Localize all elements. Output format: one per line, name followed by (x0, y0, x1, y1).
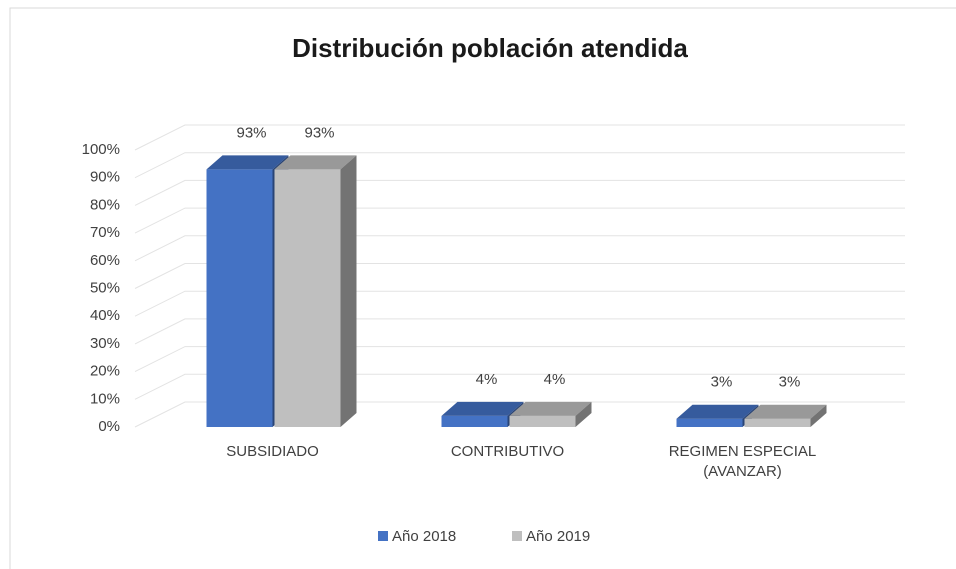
grid-line (134, 152, 905, 179)
bar-top (676, 404, 759, 419)
y-tick-label: 80% (90, 196, 120, 213)
legend-label: Año 2019 (526, 528, 590, 545)
data-label: 4% (476, 371, 498, 388)
grid-line (134, 373, 905, 400)
bar-top (206, 155, 289, 170)
data-label: 93% (304, 124, 334, 141)
data-label: 93% (236, 124, 266, 141)
grid-line (134, 290, 905, 317)
y-tick-label: 20% (90, 363, 120, 380)
y-tick-label: 40% (90, 307, 120, 324)
grid-line (134, 263, 905, 289)
grid-line (134, 179, 905, 206)
bar-top (744, 404, 827, 419)
bar-top (441, 401, 524, 416)
chart-frame (9, 7, 956, 569)
grid-line (134, 235, 905, 262)
bar-side (340, 155, 357, 427)
grid-line (134, 124, 905, 151)
bar-front (509, 415, 576, 427)
grid-line (134, 346, 905, 373)
bar-front (274, 169, 341, 427)
legend-label: Año 2018 (392, 528, 456, 545)
y-tick-label: 70% (90, 224, 120, 241)
y-tick-label: 0% (98, 418, 120, 435)
bar (509, 401, 592, 427)
chart-title: Distribución población atendida (292, 33, 688, 63)
x-tick-label: CONTRIBUTIVO (450, 443, 565, 460)
y-tick-label: 50% (90, 279, 120, 296)
grid-line (134, 207, 905, 234)
legend-swatch (512, 531, 522, 541)
y-tick-label: 10% (90, 390, 120, 407)
y-tick-label: 30% (90, 335, 120, 352)
grid-line (134, 318, 905, 345)
data-label: 3% (711, 374, 733, 391)
bar-side (810, 404, 827, 427)
x-tick-label: REGIMEN ESPECIAL (AVANZAR) (668, 443, 817, 480)
bar-front (676, 418, 743, 427)
bar-side (575, 401, 592, 427)
x-tick-label: SUBSIDIADO (226, 443, 319, 460)
bar-top (274, 155, 357, 170)
y-tick-label: 90% (90, 169, 120, 186)
legend-swatch (378, 531, 388, 541)
bar-front (441, 415, 508, 427)
bar-front (206, 169, 273, 427)
grid-line (134, 401, 905, 428)
y-tick-label: 60% (90, 252, 120, 269)
y-tick-label: 100% (82, 141, 120, 158)
bar (274, 155, 357, 427)
data-label: 4% (544, 371, 566, 388)
bar-top (509, 401, 592, 416)
bar (744, 404, 827, 427)
data-label: 3% (779, 374, 801, 391)
bar-front (744, 418, 811, 427)
